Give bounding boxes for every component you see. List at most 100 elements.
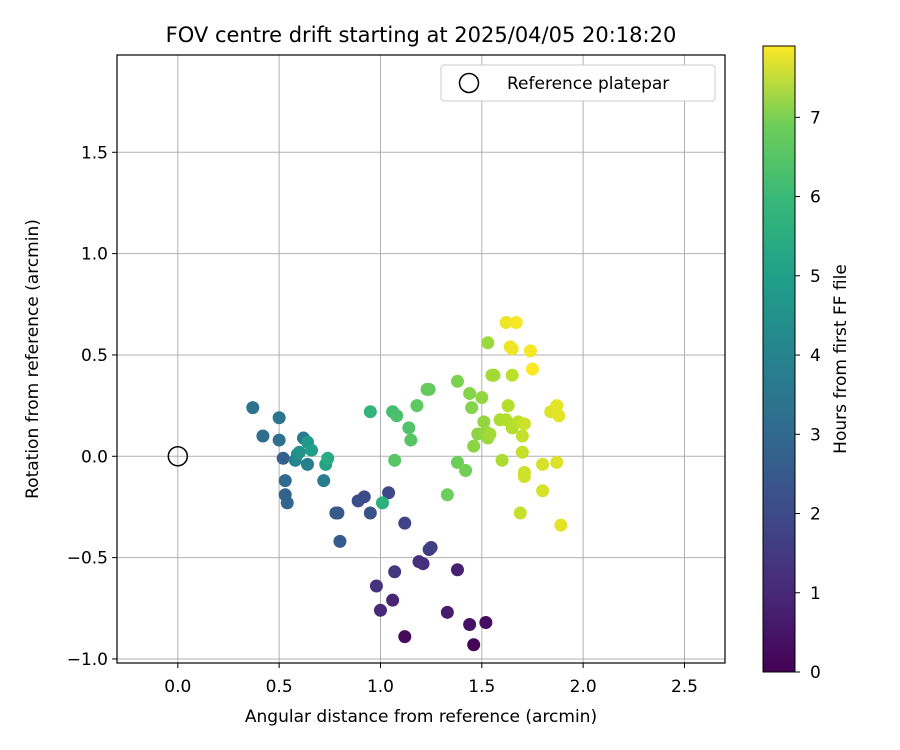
colorbar-tick-label: 0 xyxy=(810,663,821,683)
y-tick-label: −1.0 xyxy=(67,650,108,670)
data-point xyxy=(369,579,383,593)
data-point xyxy=(404,433,418,447)
data-point xyxy=(501,399,515,413)
chart-title: FOV centre drift starting at 2025/04/05 … xyxy=(166,23,677,47)
reference-marker xyxy=(167,446,189,467)
data-point xyxy=(373,603,387,617)
reference-point xyxy=(167,446,189,467)
data-point xyxy=(292,445,306,459)
data-point xyxy=(523,344,537,358)
y-tick-label: 1.0 xyxy=(81,245,108,265)
colorbar-tick-label: 7 xyxy=(810,108,821,128)
data-point xyxy=(536,484,550,498)
data-point xyxy=(505,342,519,356)
data-point xyxy=(351,494,365,508)
data-point xyxy=(280,496,294,510)
data-point xyxy=(552,409,566,423)
data-point xyxy=(246,401,260,415)
data-point xyxy=(301,457,315,471)
data-point xyxy=(375,496,389,510)
data-point xyxy=(483,427,497,441)
data-point xyxy=(495,453,509,467)
colorbar-tick-label: 5 xyxy=(810,267,821,287)
data-point xyxy=(525,362,539,376)
colorbar-tick-label: 3 xyxy=(810,425,821,445)
y-tick-label: 0.5 xyxy=(81,346,108,366)
grid-lines xyxy=(117,55,725,663)
data-point xyxy=(463,386,477,400)
data-point xyxy=(363,506,377,520)
data-point xyxy=(402,421,416,435)
legend-reference-marker xyxy=(458,72,480,94)
data-point xyxy=(333,534,347,548)
data-point xyxy=(513,506,527,520)
data-point xyxy=(256,429,270,443)
y-tick-label: 1.5 xyxy=(81,143,108,163)
data-point xyxy=(536,457,550,471)
data-point xyxy=(321,451,335,465)
data-point xyxy=(388,565,402,579)
colorbar-tick-label: 4 xyxy=(810,346,821,366)
data-point xyxy=(440,488,454,502)
data-point xyxy=(481,336,495,350)
colorbar: 0 1 2 3 4 5 6 7 Hours from first FF file xyxy=(762,45,851,683)
data-point xyxy=(450,455,464,469)
data-point xyxy=(329,506,343,520)
data-point xyxy=(388,453,402,467)
data-point xyxy=(554,518,568,532)
y-axis-label: Rotation from reference (arcmin) xyxy=(23,219,43,499)
colorbar-tick-label: 6 xyxy=(810,188,821,208)
x-tick-label: 0.5 xyxy=(266,677,293,697)
data-point xyxy=(467,439,481,453)
x-tick-label: 1.0 xyxy=(367,677,394,697)
colorbar-gradient xyxy=(762,45,796,673)
data-point xyxy=(412,555,426,569)
data-point xyxy=(424,540,438,554)
data-point xyxy=(390,409,404,423)
data-point xyxy=(276,451,290,465)
legend-label: Reference platepar xyxy=(507,74,669,94)
data-point xyxy=(499,316,513,330)
data-point xyxy=(517,417,531,431)
data-point xyxy=(382,486,396,500)
data-point xyxy=(459,463,473,477)
x-tick-label: 2.0 xyxy=(570,677,597,697)
data-point xyxy=(517,470,531,484)
data-point xyxy=(475,391,489,405)
x-axis-label: Angular distance from reference (arcmin) xyxy=(245,707,597,727)
data-point xyxy=(440,605,454,619)
colorbar-tick-label: 1 xyxy=(810,584,821,604)
data-point xyxy=(386,593,400,607)
data-point xyxy=(272,411,286,425)
x-tick-label: 0.0 xyxy=(164,677,191,697)
data-point xyxy=(450,563,464,577)
data-point xyxy=(505,368,519,382)
data-point xyxy=(467,638,481,652)
data-point xyxy=(515,429,529,443)
data-point xyxy=(509,316,523,330)
data-point xyxy=(422,382,436,396)
data-point xyxy=(305,443,319,457)
data-point xyxy=(363,405,377,419)
data-point xyxy=(398,516,412,530)
data-point xyxy=(410,399,424,413)
data-point xyxy=(278,474,292,488)
data-point xyxy=(487,368,501,382)
x-axis-ticks: 0.0 0.5 1.0 1.5 2.0 2.5 xyxy=(164,663,698,697)
legend: Reference platepar xyxy=(440,64,716,102)
data-point xyxy=(550,455,564,469)
data-point xyxy=(450,374,464,388)
x-tick-label: 1.5 xyxy=(468,677,495,697)
colorbar-ticks: 0 1 2 3 4 5 6 7 xyxy=(795,108,821,683)
data-point xyxy=(515,445,529,459)
data-point xyxy=(479,615,493,629)
x-tick-label: 2.5 xyxy=(671,677,698,697)
colorbar-label: Hours from first FF file xyxy=(831,264,851,454)
y-tick-label: −0.5 xyxy=(67,549,108,569)
legend-box xyxy=(440,64,716,102)
y-tick-label: 0.0 xyxy=(81,447,108,467)
y-axis-ticks: −1.0 −0.5 0.0 0.5 1.0 1.5 xyxy=(67,143,117,670)
data-points xyxy=(246,316,568,652)
data-point xyxy=(463,617,477,631)
